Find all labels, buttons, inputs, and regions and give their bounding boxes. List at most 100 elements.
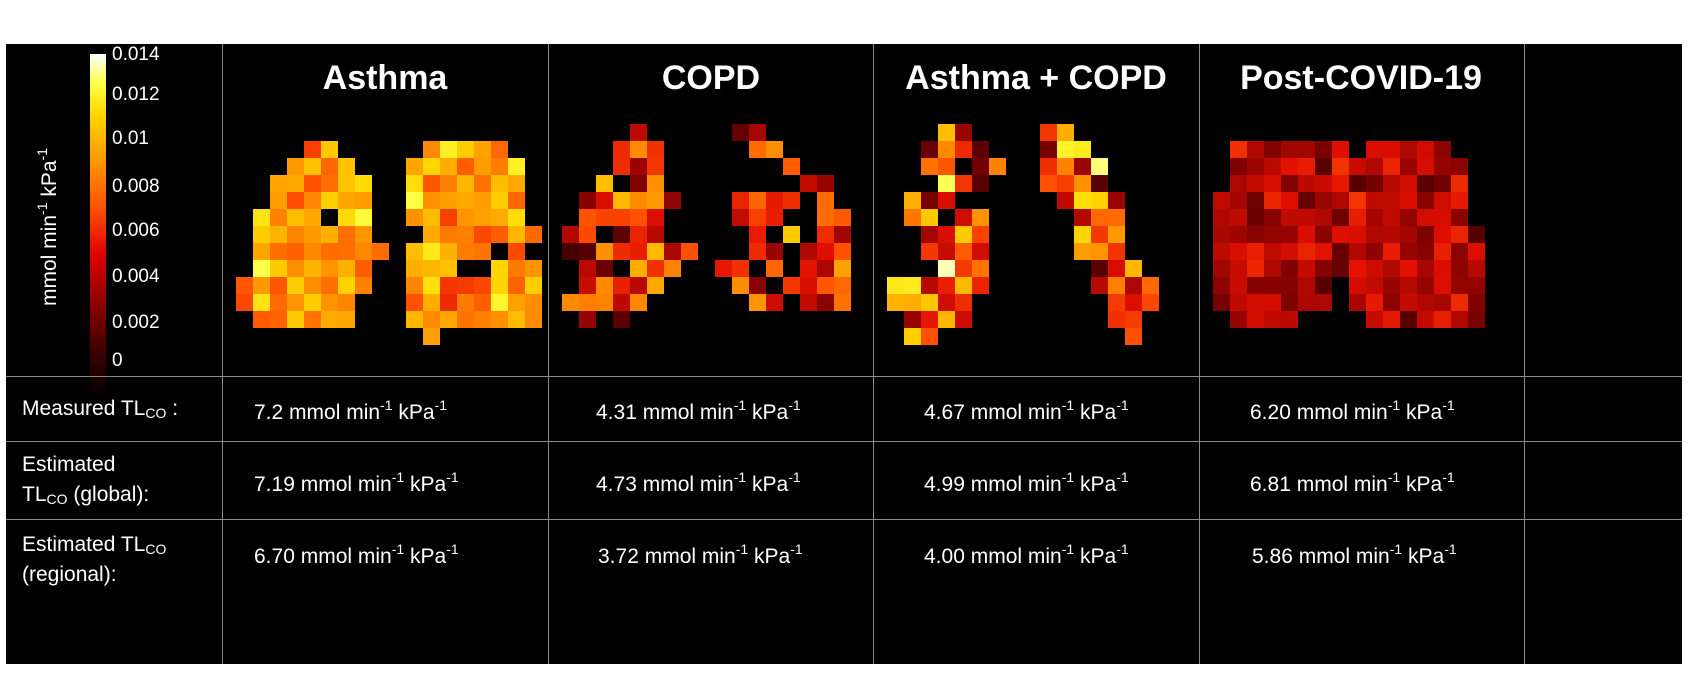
- lung-voxel: [1366, 209, 1383, 226]
- lung-voxel: [253, 260, 270, 277]
- lung-voxel: [1057, 124, 1074, 141]
- lung-voxel: [491, 260, 508, 277]
- grid-line: [6, 519, 1682, 520]
- lung-voxel: [1332, 175, 1349, 192]
- grid-line: [222, 44, 223, 664]
- lung-voxel: [579, 260, 596, 277]
- lung-voxel: [338, 158, 355, 175]
- grid-line: [1524, 44, 1525, 664]
- lung-voxel: [1108, 311, 1125, 328]
- lung-voxel: [508, 192, 525, 209]
- lung-voxel: [904, 192, 921, 209]
- lung-voxel: [270, 226, 287, 243]
- lung-voxel: [955, 294, 972, 311]
- value-measured: 7.2 mmol min-1 kPa-1: [254, 397, 447, 424]
- lung-voxel: [972, 209, 989, 226]
- lung-voxel: [1264, 192, 1281, 209]
- lung-voxel: [1400, 311, 1417, 328]
- lung-voxel: [287, 192, 304, 209]
- lung-voxel: [1125, 277, 1142, 294]
- lung-voxel: [491, 175, 508, 192]
- lung-voxel: [1213, 260, 1230, 277]
- lung-voxel: [406, 192, 423, 209]
- lung-voxel: [1247, 243, 1264, 260]
- lung-voxel: [1057, 175, 1074, 192]
- lung-voxel: [508, 175, 525, 192]
- lung-voxel: [457, 192, 474, 209]
- lung-voxel: [253, 294, 270, 311]
- lung-voxel: [817, 243, 834, 260]
- lung-voxel: [800, 277, 817, 294]
- lung-voxel: [423, 260, 440, 277]
- lung-voxel: [304, 158, 321, 175]
- lung-voxel: [474, 158, 491, 175]
- lung-voxel: [1366, 294, 1383, 311]
- lung-map-asthma-copd: [887, 124, 1159, 345]
- lung-voxel: [800, 243, 817, 260]
- lung-voxel: [938, 124, 955, 141]
- lung-voxel: [1281, 260, 1298, 277]
- lung-voxel: [1091, 226, 1108, 243]
- lung-voxel: [921, 328, 938, 345]
- lung-voxel: [921, 141, 938, 158]
- lung-voxel: [1247, 311, 1264, 328]
- lung-voxel: [1281, 192, 1298, 209]
- lung-voxel: [630, 277, 647, 294]
- lung-voxel: [355, 260, 372, 277]
- lung-voxel: [596, 175, 613, 192]
- lung-voxel: [972, 158, 989, 175]
- lung-voxel: [304, 277, 321, 294]
- lung-voxel: [525, 226, 542, 243]
- lung-voxel: [355, 192, 372, 209]
- lung-voxel: [474, 294, 491, 311]
- colorbar-tick: 0.014: [112, 44, 160, 65]
- lung-voxel: [338, 277, 355, 294]
- lung-voxel: [1468, 260, 1485, 277]
- lung-voxel: [732, 192, 749, 209]
- lung-voxel: [1264, 260, 1281, 277]
- lung-voxel: [562, 226, 579, 243]
- lung-voxel: [1434, 192, 1451, 209]
- lung-voxel: [508, 158, 525, 175]
- lung-voxel: [1349, 226, 1366, 243]
- lung-voxel: [423, 175, 440, 192]
- lung-voxel: [304, 311, 321, 328]
- lung-voxel: [525, 260, 542, 277]
- column-title-post-covid: Post-COVID-19: [1240, 59, 1482, 97]
- lung-voxel: [304, 226, 321, 243]
- lung-voxel: [955, 226, 972, 243]
- lung-voxel: [287, 294, 304, 311]
- lung-voxel: [647, 260, 664, 277]
- lung-voxel: [1383, 192, 1400, 209]
- lung-voxel: [1247, 192, 1264, 209]
- lung-voxel: [732, 124, 749, 141]
- lung-voxel: [1298, 209, 1315, 226]
- lung-voxel: [440, 260, 457, 277]
- grid-line: [1199, 44, 1200, 664]
- value-estimated-global: 6.81 mmol min-1 kPa-1: [1250, 469, 1455, 496]
- lung-voxel: [1383, 209, 1400, 226]
- lung-voxel: [474, 209, 491, 226]
- lung-voxel: [1349, 260, 1366, 277]
- lung-voxel: [1230, 294, 1247, 311]
- lung-voxel: [630, 209, 647, 226]
- lung-voxel: [766, 192, 783, 209]
- lung-voxel: [955, 175, 972, 192]
- lung-voxel: [1434, 209, 1451, 226]
- lung-voxel: [1315, 209, 1332, 226]
- lung-voxel: [1366, 277, 1383, 294]
- lung-voxel: [817, 192, 834, 209]
- lung-voxel: [491, 277, 508, 294]
- lung-voxel: [1264, 243, 1281, 260]
- lung-voxel: [1298, 243, 1315, 260]
- lung-voxel: [783, 192, 800, 209]
- lung-voxel: [253, 277, 270, 294]
- lung-voxel: [457, 141, 474, 158]
- lung-voxel: [1315, 277, 1332, 294]
- lung-voxel: [921, 311, 938, 328]
- lung-voxel: [1451, 311, 1468, 328]
- lung-voxel: [834, 277, 851, 294]
- value-estimated-global: 4.99 mmol min-1 kPa-1: [924, 469, 1129, 496]
- lung-voxel: [270, 175, 287, 192]
- lung-voxel: [749, 294, 766, 311]
